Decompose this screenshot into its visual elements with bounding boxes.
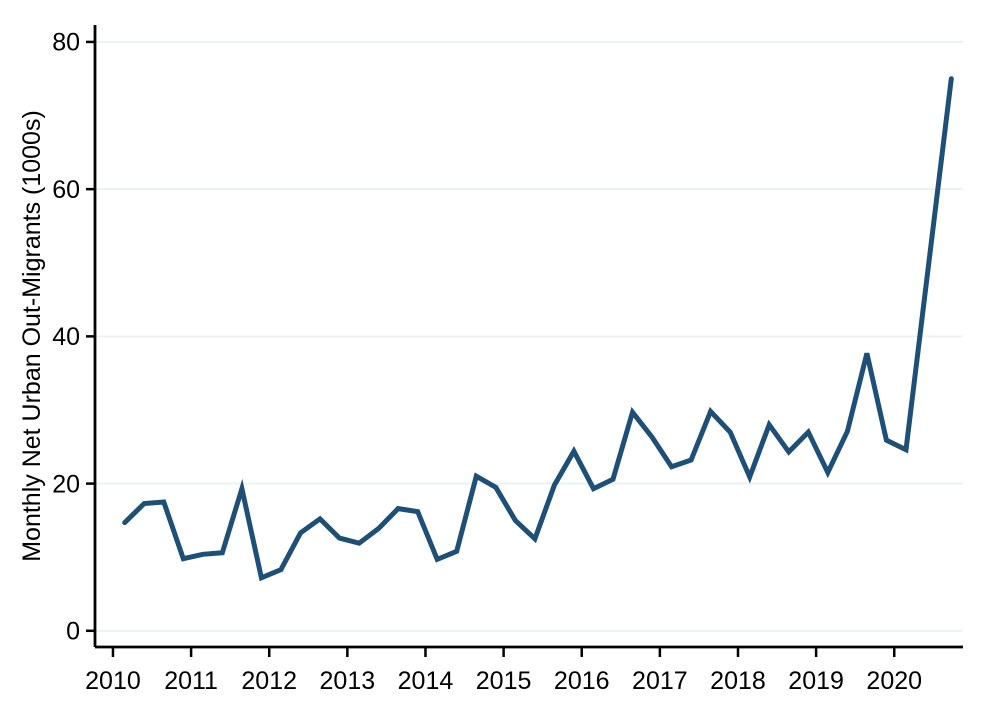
y-tick-label: 80	[52, 29, 80, 57]
x-tick-label: 2013	[320, 667, 376, 695]
tick-labels: 0 20 40 60 80 2010 2011 2012 2013 2014 2015 2016 201…	[52, 29, 922, 695]
x-tick-label: 2019	[788, 667, 844, 695]
y-tick-label: 20	[52, 470, 80, 498]
y-tick-label: 0	[66, 618, 80, 646]
x-tick-label: 2018	[710, 667, 766, 695]
x-tick-label: 2020	[866, 667, 922, 695]
x-tick-label: 2017	[632, 667, 688, 695]
x-tick-label: 2012	[241, 667, 297, 695]
y-axis-title: Monthly Net Urban Out-Migrants (1000s)	[18, 110, 46, 562]
x-tick-label: 2011	[164, 667, 218, 695]
data-series	[122, 76, 954, 582]
series-line-monthly-net-urban-out-migrants	[122, 76, 954, 582]
y-tick-label: 60	[52, 176, 80, 204]
x-tick-label: 2010	[85, 667, 141, 695]
gridlines	[95, 41, 963, 632]
x-tick-label: 2014	[398, 667, 454, 695]
y-tick-label: 40	[52, 323, 80, 351]
x-tick-label: 2015	[476, 667, 532, 695]
x-tick-label: 2016	[554, 667, 610, 695]
tick-marks	[86, 40, 896, 657]
